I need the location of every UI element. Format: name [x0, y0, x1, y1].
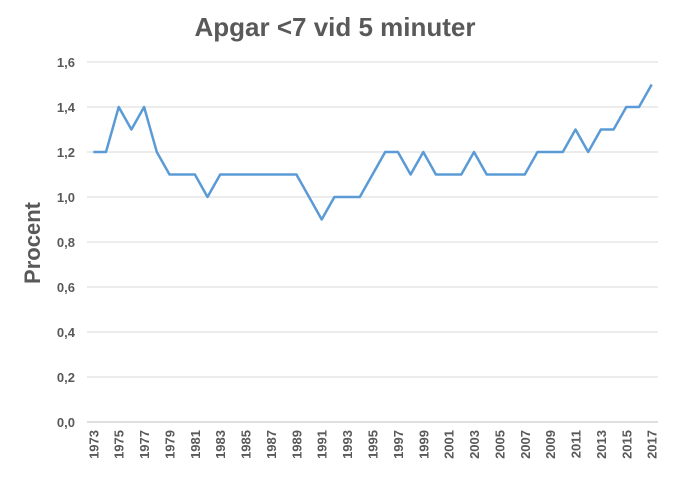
x-tick-labels: 1973 1975 1977 1979 1981 1983 1985 1987 1989 1991… — [86, 430, 659, 459]
x-tick-label: 2007 — [518, 430, 533, 459]
y-tick-label: 0,4 — [57, 325, 76, 340]
y-tick-label: 1,2 — [57, 145, 75, 160]
x-tick-label: 1975 — [112, 430, 127, 459]
x-tick-label: 1977 — [137, 430, 152, 459]
y-tick-label: 1,0 — [57, 190, 75, 205]
y-tick-label: 1,6 — [57, 55, 75, 70]
chart-title: Apgar <7 vid 5 minuter — [194, 12, 475, 42]
x-tick-label: 1995 — [366, 430, 381, 459]
x-tick-label: 2011 — [569, 430, 584, 458]
x-tick-label: 1983 — [213, 430, 228, 459]
x-tick-label: 2001 — [442, 430, 457, 459]
x-tick-label: 1989 — [289, 430, 304, 459]
x-tick-label: 1993 — [340, 430, 355, 459]
y-tick-label: 0,6 — [57, 280, 75, 295]
series-group — [93, 83, 653, 221]
y-tick-label: 1,4 — [57, 100, 76, 115]
x-tick-label: 1987 — [264, 430, 279, 459]
y-tick-label: 0,2 — [57, 370, 75, 385]
y-tick-label: 0,8 — [57, 235, 75, 250]
x-tick-label: 2015 — [619, 430, 634, 459]
x-tick-label: 1981 — [188, 430, 203, 459]
x-tick-label: 1985 — [239, 430, 254, 459]
x-tick-label: 2005 — [492, 430, 507, 459]
x-tick-label: 1991 — [315, 430, 330, 459]
y-axis-label: Procent — [20, 201, 45, 284]
y-tick-labels: 0,0 0,2 0,4 0,6 0,8 1,0 1,2 1,4 1,6 — [57, 55, 76, 430]
series-line — [93, 83, 653, 221]
x-tick-label: 1979 — [162, 430, 177, 459]
x-tick-label: 2003 — [467, 430, 482, 459]
x-tick-label: 1973 — [86, 430, 101, 459]
x-tick-label: 2009 — [543, 430, 558, 459]
x-tick-label: 1999 — [416, 430, 431, 459]
x-tick-label: 1997 — [391, 430, 406, 459]
y-tick-label: 0,0 — [57, 415, 75, 430]
x-tick-label: 2017 — [645, 430, 660, 459]
x-tick-label: 2013 — [594, 430, 609, 459]
gridlines — [87, 61, 658, 423]
